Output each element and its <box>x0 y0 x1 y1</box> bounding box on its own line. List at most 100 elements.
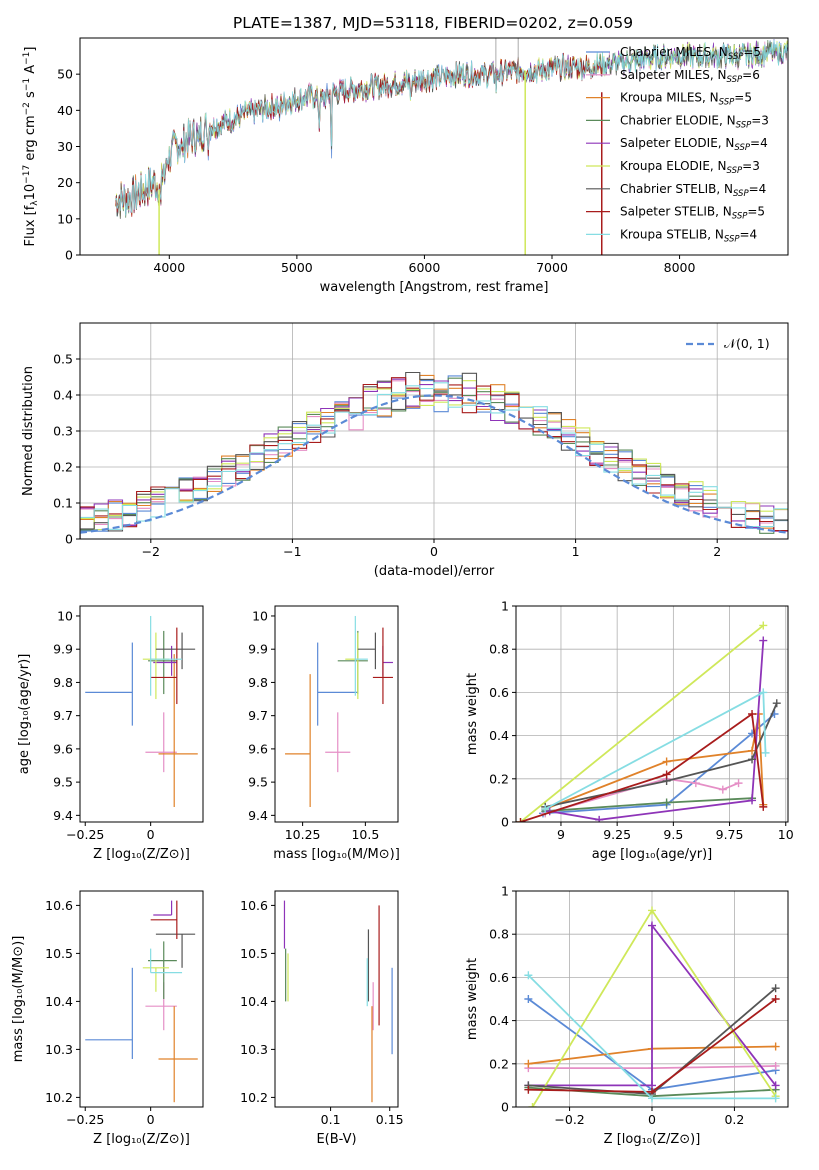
weight-marker <box>748 710 757 718</box>
axes-frame <box>515 605 789 823</box>
y-axis-label: mass weight <box>465 673 480 755</box>
x-tick-label: 9.5 <box>663 827 683 842</box>
axes: −0.25 0 9.4 9.5 9.6 9.7 9.8 9.9 10 Z [log₁₀(Z/Z⊙)… <box>17 605 204 862</box>
y-tick-label: 10.2 <box>45 1090 73 1105</box>
plot-marks <box>115 38 788 255</box>
y-tick-label: 0.6 <box>489 685 509 700</box>
axes-frame <box>79 890 204 1108</box>
figure-title: PLATE=1387, MJD=53118, FIBERID=0202, z=0… <box>233 14 633 32</box>
legend-label: Kroupa STELIB, NSSP=4 <box>620 227 757 244</box>
plot-marks <box>85 900 198 1103</box>
plot-marks <box>516 621 781 822</box>
y-tick-label: 10.6 <box>45 898 73 913</box>
weight-marker <box>734 779 743 788</box>
y-tick-label: 40 <box>57 103 73 118</box>
axes-frame <box>515 890 789 1108</box>
y-tick-label: 0 <box>501 1100 509 1115</box>
weight-marker <box>748 796 757 805</box>
x-axis-label: Z [log₁₀(Z/Z⊙)] <box>604 1132 701 1147</box>
x-axis-label: Z [log₁₀(Z/Z⊙)] <box>93 1132 190 1147</box>
y-tick-label: 10 <box>252 608 268 623</box>
y-tick-label: 10.4 <box>240 994 268 1009</box>
y-tick-label: 0.4 <box>489 728 509 743</box>
y-tick-label: 10.3 <box>45 1042 73 1057</box>
x-tick-label: 0 <box>648 1112 656 1127</box>
y-tick-label: 9.7 <box>53 708 73 723</box>
y-tick-label: 0 <box>501 815 509 830</box>
axes: 10.25 10.5 9.4 9.5 9.6 9.7 9.8 9.9 10 mass [log₁₀… <box>248 605 400 862</box>
weight-marker <box>771 995 780 1003</box>
x-tick-label: 1 <box>572 544 580 559</box>
y-tick-label: 0.2 <box>489 771 509 786</box>
y-tick-label: 0.4 <box>489 1013 509 1028</box>
x-axis-label: Z [log₁₀(Z/Z⊙)] <box>93 847 190 862</box>
y-tick-label: 9.9 <box>248 642 268 657</box>
weight-marker <box>771 984 780 993</box>
y-tick-label: 0.3 <box>53 424 73 439</box>
y-tick-label: 10.5 <box>45 946 73 961</box>
y-tick-label: 10.3 <box>240 1042 268 1057</box>
axes: −0.25 0 10.2 10.3 10.4 10.5 10.6 Z [log₁₀(Z/Z⊙)… <box>11 890 204 1147</box>
plot-marks <box>85 615 198 808</box>
weight-marker <box>662 798 671 807</box>
weight-marker <box>524 995 533 1003</box>
y-tick-label: 20 <box>57 175 73 190</box>
axes-frame <box>79 37 789 256</box>
x-tick-label: 9 <box>557 827 565 842</box>
y-tick-label: 0.1 <box>53 496 73 511</box>
y-tick-label: 0.2 <box>53 460 73 475</box>
y-tick-label: 30 <box>57 139 73 154</box>
weight-series-5 <box>519 624 764 822</box>
spectrum-series-8 <box>115 39 788 216</box>
panel-weight-vs-age: 9 9.25 9.5 9.75 10 0 0.2 0.4 0.6 0.8 1 age [log₁₀(a… <box>465 599 794 863</box>
legend-label: Chabrier MILES, NSSP=5 <box>620 45 761 62</box>
y-tick-label: 10.6 <box>240 898 268 913</box>
plot-area <box>80 891 203 1107</box>
x-axis-label: wavelength [Angstrom, rest frame] <box>320 280 549 295</box>
x-tick-label: 5000 <box>281 260 313 275</box>
weight-marker <box>771 1042 780 1051</box>
x-tick-label: 0 <box>430 544 438 559</box>
y-tick-label: 10 <box>57 211 73 226</box>
x-tick-label: −2 <box>142 544 160 559</box>
plot-marks <box>283 900 393 1103</box>
legend-label: Chabrier ELODIE, NSSP=3 <box>620 113 769 130</box>
y-tick-label: 9.6 <box>53 741 73 756</box>
histogram-series-8 <box>80 382 788 539</box>
x-tick-label: 9.25 <box>603 827 631 842</box>
x-tick-label: 0.2 <box>724 1112 744 1127</box>
y-tick-label: 10.4 <box>45 994 73 1009</box>
weight-marker <box>718 785 727 794</box>
weight-marker <box>761 748 770 757</box>
weight-marker <box>648 921 656 930</box>
weight-marker <box>771 1094 780 1103</box>
x-tick-label: 10.5 <box>351 827 379 842</box>
y-axis-label: Normed distribution <box>21 366 36 496</box>
axes-frame <box>274 605 399 823</box>
axes: 9 9.25 9.5 9.75 10 0 0.2 0.4 0.6 0.8 1 age [log₁₀(a… <box>465 599 794 863</box>
panel-age-vs-mass: 10.25 10.5 9.4 9.5 9.6 9.7 9.8 9.9 10 mass [log₁₀… <box>248 605 400 862</box>
histogram-series-7 <box>80 377 788 539</box>
x-tick-label: 9.75 <box>716 827 744 842</box>
x-tick-label: 0 <box>147 1112 155 1127</box>
x-axis-label: E(B-V) <box>316 1132 356 1147</box>
panel-weight-vs-z: −0.2 0 0.2 0 0.2 0.4 0.6 0.8 1 Z [log₁₀(Z/Z⊙)] mas… <box>465 884 789 1147</box>
y-tick-label: 0.4 <box>53 388 73 403</box>
weight-series-4 <box>528 922 777 1087</box>
weight-marker <box>524 1059 533 1068</box>
weight-marker <box>759 802 768 811</box>
weight-marker <box>759 688 768 697</box>
legend-label: Chabrier STELIB, NSSP=4 <box>620 182 766 199</box>
y-tick-label: 9.6 <box>248 741 268 756</box>
y-tick-label: 9.7 <box>248 708 268 723</box>
weight-marker <box>648 906 656 915</box>
y-tick-label: 0.6 <box>489 970 509 985</box>
weight-marker <box>662 757 671 766</box>
axes-frame <box>79 605 204 823</box>
weight-marker <box>748 755 757 764</box>
x-tick-label: 10.25 <box>285 827 321 842</box>
x-axis-label: (data-model)/error <box>374 564 495 579</box>
legend-label: Kroupa ELODIE, NSSP=3 <box>620 159 760 176</box>
y-tick-label: 50 <box>57 67 73 82</box>
